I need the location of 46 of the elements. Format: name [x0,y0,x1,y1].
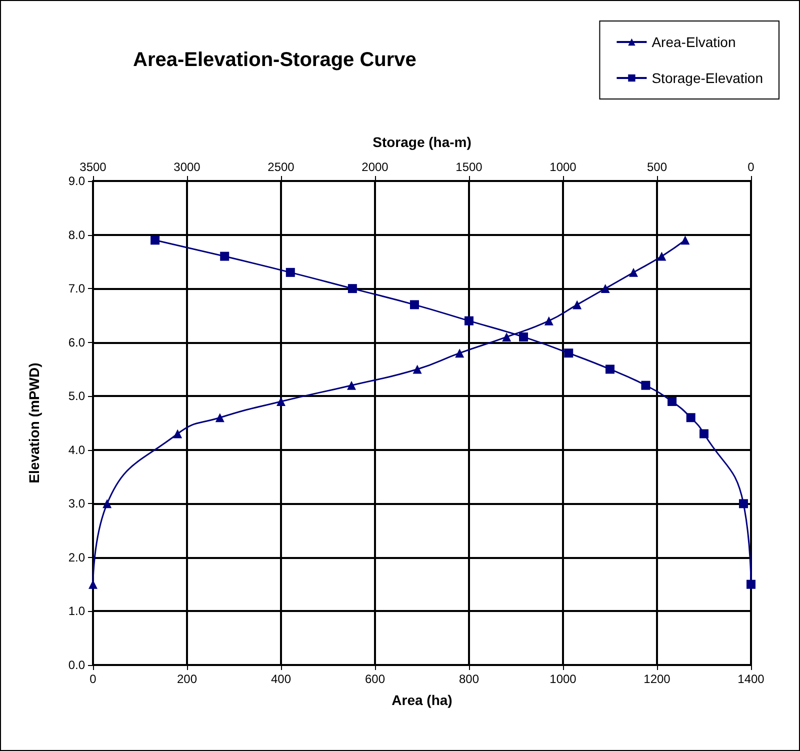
y-tick-label: 8.0 [68,228,86,242]
chart-title: Area-Elevation-Storage Curve [133,49,416,71]
x-tick-label: 200 [176,672,198,686]
legend-label: Storage-Elevation [652,70,764,86]
x2-tick-label: 1500 [456,160,483,174]
x2-tick-label: 3000 [174,160,201,174]
x2-axis-title: Storage (ha-m) [372,134,472,150]
point [347,380,356,390]
point [502,332,512,342]
x2-tick-label: 1000 [550,160,577,174]
point [412,364,422,374]
y-tick-label: 4.0 [68,442,86,457]
x2-tick-label: 2500 [268,160,295,174]
x-tick-label: 1000 [550,672,577,686]
x-tick-label: 600 [364,672,386,686]
point [544,316,554,326]
y-tick-label: 0.0 [68,658,86,672]
point [102,499,112,508]
x2-tick-label: 500 [646,160,668,174]
y-tick-label: 3.0 [68,496,86,511]
y-axis-title: Elevation (mPWD) [26,362,42,484]
point [276,396,286,406]
x-tick-label: 1200 [644,672,671,686]
x-tick-label: 800 [458,672,480,686]
point [455,348,464,358]
x-tick-label: 400 [270,672,292,686]
point [173,429,182,438]
y-tick-label: 1.0 [68,604,86,618]
y-tick-label: 2.0 [68,550,86,564]
x-axis-title: Area (ha) [392,692,452,708]
y-tick-label: 7.0 [68,282,86,296]
x2-tick-label: 0 [748,160,755,174]
point [657,252,666,261]
x2-tick-label: 2000 [362,160,389,174]
x-tick-label: 1400 [738,672,765,686]
legend-label: Area-Elvation [652,34,736,50]
y-tick-label: 9.0 [68,174,86,188]
point [572,300,582,310]
x-tick-label: 0 [90,672,97,686]
y-tick-label: 6.0 [68,335,86,350]
point [629,268,638,277]
point [215,413,224,422]
y-tick-label: 5.0 [68,389,86,404]
point [680,236,690,245]
point [600,284,610,294]
x2-tick-label: 3500 [80,160,107,174]
